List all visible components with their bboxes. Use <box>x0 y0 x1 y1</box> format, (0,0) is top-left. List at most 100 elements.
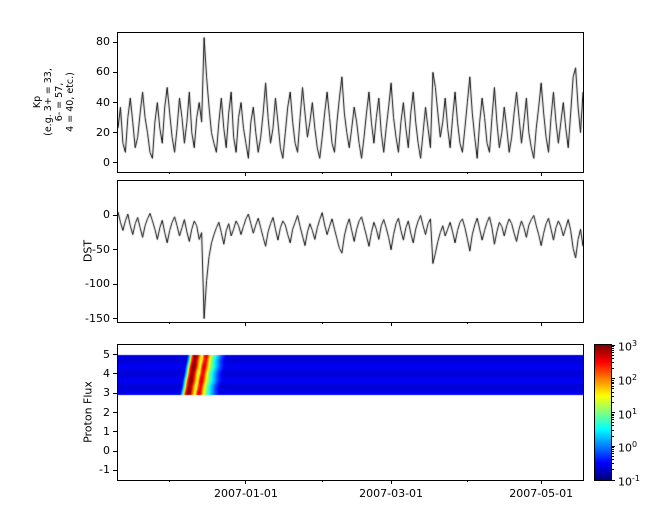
y-tick-label: 3 <box>103 386 110 400</box>
tick-mark <box>612 346 614 348</box>
tick-mark <box>612 422 614 424</box>
tick-mark <box>113 412 117 413</box>
tick-mark <box>245 322 247 326</box>
kp-line-canvas <box>118 33 583 172</box>
tick-mark <box>612 395 614 397</box>
tick-mark <box>612 401 614 403</box>
tick-mark <box>466 480 468 482</box>
proton-flux-panel <box>117 344 584 481</box>
tick-mark <box>113 392 117 394</box>
tick-mark <box>245 480 247 484</box>
y-tick-label: 1 <box>103 424 110 438</box>
tick-mark <box>612 445 615 447</box>
y-tick-label: -150 <box>85 311 110 325</box>
tick-mark <box>113 41 117 43</box>
tick-mark <box>612 415 614 417</box>
tick-mark <box>321 322 323 324</box>
tick-mark <box>169 480 171 482</box>
y-tick-label: 5 <box>103 347 110 361</box>
y-tick-label: 40 <box>96 95 110 109</box>
tick-mark <box>612 425 614 427</box>
tick-mark <box>113 283 117 285</box>
tick-mark <box>169 322 171 324</box>
y-tick-label: 0 <box>103 208 110 222</box>
y-tick-label: 2 <box>103 405 110 419</box>
tick-mark <box>612 413 614 415</box>
tick-mark <box>612 344 615 346</box>
tick-mark <box>390 172 392 176</box>
tick-mark <box>113 162 117 164</box>
colorbar-canvas <box>595 345 611 480</box>
tick-mark <box>612 368 614 370</box>
y-tick-label: -100 <box>85 277 110 291</box>
y-tick-label: 4 <box>103 366 110 380</box>
tick-mark <box>612 450 614 452</box>
tick-mark <box>466 322 468 324</box>
tick-mark <box>612 459 614 461</box>
tick-mark <box>612 347 614 349</box>
y-tick-label: 0 <box>103 155 110 169</box>
tick-mark <box>612 385 614 387</box>
tick-mark <box>612 479 615 481</box>
tick-mark <box>612 469 614 471</box>
y-tick-label: -50 <box>92 242 110 256</box>
x-tick-label: 2007-03-01 <box>359 487 424 500</box>
tick-mark <box>321 480 323 482</box>
tick-mark <box>321 172 323 174</box>
colorbar-tick-label: 103 <box>618 339 638 354</box>
tick-mark <box>113 450 117 452</box>
tick-mark <box>540 322 542 326</box>
colorbar-tick-label: 100 <box>618 440 638 455</box>
tick-mark <box>540 172 542 176</box>
tick-mark <box>612 391 614 393</box>
tick-mark <box>612 381 614 383</box>
tick-mark <box>113 71 117 73</box>
tick-mark <box>612 417 614 419</box>
tick-mark <box>612 449 614 451</box>
tick-mark <box>113 354 117 356</box>
tick-mark <box>612 453 614 455</box>
tick-mark <box>612 357 614 359</box>
tick-mark <box>245 172 247 176</box>
x-tick-label: 2007-05-01 <box>509 487 574 500</box>
tick-mark <box>466 172 468 174</box>
tick-mark <box>113 373 117 375</box>
tick-mark <box>612 362 614 364</box>
tick-mark <box>612 455 614 457</box>
tick-mark <box>612 383 614 385</box>
colorbar <box>594 344 612 481</box>
tick-mark <box>113 431 117 433</box>
tick-mark <box>612 412 615 413</box>
y-tick-label: 20 <box>96 125 110 139</box>
dst-panel <box>117 180 584 323</box>
tick-mark <box>390 480 392 484</box>
colorbar-tick-label: 101 <box>618 406 638 422</box>
tick-mark <box>113 214 117 216</box>
proton-flux-spectrogram-canvas <box>118 345 583 480</box>
colorbar-tick-label: 10-1 <box>618 474 640 489</box>
tick-mark <box>612 463 614 465</box>
y-tick-label: -1 <box>99 463 110 477</box>
colorbar-tick-label: 102 <box>618 372 638 388</box>
y-tick-label: 60 <box>96 65 110 79</box>
tick-mark <box>612 447 614 449</box>
tick-mark <box>612 349 614 351</box>
tick-mark <box>113 318 117 320</box>
tick-mark <box>612 354 614 356</box>
tick-mark <box>612 435 614 437</box>
tick-mark <box>169 172 171 174</box>
tick-mark <box>612 429 614 431</box>
tick-mark <box>113 102 117 103</box>
tick-mark <box>113 469 117 471</box>
tick-mark <box>612 419 614 421</box>
kp-panel <box>117 32 584 173</box>
tick-mark <box>612 351 614 353</box>
tick-mark <box>612 379 614 381</box>
y-tick-label: 0 <box>103 444 110 458</box>
tick-mark <box>390 322 392 326</box>
tick-mark <box>612 378 615 380</box>
dst-line-canvas <box>118 181 583 322</box>
tick-mark <box>113 132 117 134</box>
tick-mark <box>540 480 542 484</box>
